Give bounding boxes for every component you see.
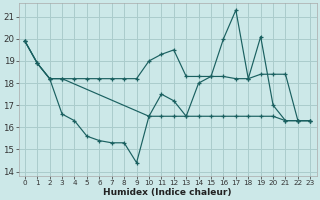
X-axis label: Humidex (Indice chaleur): Humidex (Indice chaleur): [103, 188, 232, 197]
